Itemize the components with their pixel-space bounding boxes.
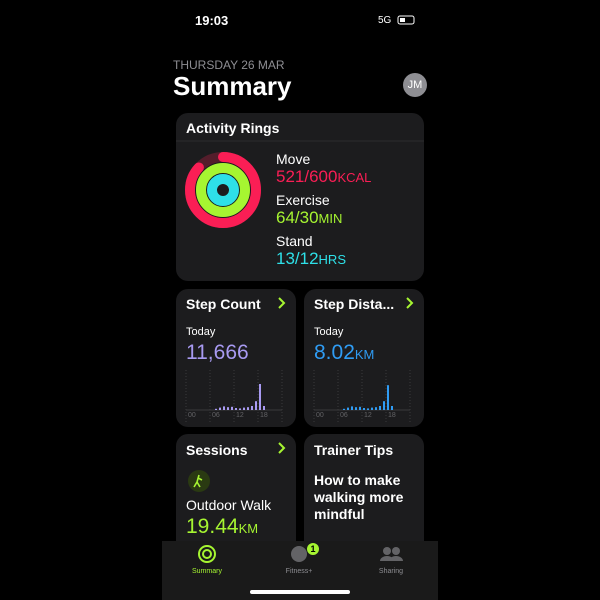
date: THURSDAY 26 MAR	[173, 58, 285, 72]
chevron[interactable]	[278, 297, 286, 309]
step-distance-card[interactable]	[304, 289, 424, 427]
x-tick-label: 18	[388, 412, 396, 419]
tab-label[interactable]: Summary	[192, 568, 222, 575]
metric-label: Stand	[276, 233, 313, 249]
unit: KCAL	[337, 170, 372, 185]
chart-bar	[215, 408, 217, 410]
chart-bar	[243, 407, 245, 410]
chart-bar	[343, 408, 345, 410]
chart-bar	[235, 408, 237, 410]
card-title: Trainer Tips	[314, 442, 394, 458]
value: 8.02	[314, 341, 355, 364]
card-title: Step Dista...	[314, 296, 395, 312]
tab-icon-fitness[interactable]	[291, 546, 307, 562]
value: 19.44	[186, 515, 239, 538]
chevron[interactable]	[406, 297, 414, 309]
battery-level	[400, 18, 405, 22]
chart-bar	[367, 408, 369, 410]
unit: MIN	[318, 211, 343, 226]
chart-bar	[247, 407, 249, 410]
walk-figure	[193, 474, 203, 488]
chevron[interactable]	[278, 442, 286, 454]
tab-label[interactable]: Sharing	[379, 568, 403, 575]
card-title: Sessions	[186, 442, 248, 458]
badge-count: 1	[310, 544, 315, 554]
ring	[196, 163, 250, 217]
chart-bar	[223, 406, 225, 410]
chart-bar	[363, 408, 365, 410]
ring	[185, 152, 261, 228]
chart-bar	[347, 407, 349, 410]
chart-bar	[387, 385, 389, 410]
avatar[interactable]: JM	[403, 73, 427, 97]
unit: HRS	[318, 252, 346, 267]
tab-icon-sharing[interactable]	[383, 547, 391, 555]
x-tick-label: 06	[212, 412, 220, 419]
chart-bar	[259, 384, 261, 410]
x-tick-label: 18	[260, 412, 268, 419]
chart-bar	[263, 406, 265, 410]
metric-label: Move	[276, 151, 311, 167]
chart-bar	[219, 407, 221, 410]
badge	[307, 543, 319, 555]
tip-text: How to make walking more mindful	[314, 472, 404, 522]
session-activity: Outdoor Walk	[186, 497, 272, 513]
x-tick-label: 12	[364, 412, 372, 419]
ring	[207, 174, 239, 206]
chart-bar	[391, 406, 393, 410]
value: 13/12	[276, 249, 319, 268]
chart-bar	[359, 406, 361, 410]
chart-bar	[239, 408, 241, 410]
card-title: Step Count	[186, 296, 261, 312]
x-tick-label: 06	[340, 412, 348, 419]
step-count-card[interactable]	[176, 289, 296, 427]
chart-bar	[251, 406, 253, 410]
tab-icon-summary[interactable]	[198, 545, 216, 563]
tab-icon-summary	[202, 549, 212, 559]
chart-bar	[231, 406, 233, 410]
period: Today	[186, 326, 216, 338]
step-count-value: 11,666	[186, 341, 249, 364]
tab-label[interactable]: Fitness+	[286, 568, 313, 575]
chart-bar	[351, 406, 353, 410]
unit: KM	[238, 521, 259, 536]
chart-bar	[227, 407, 229, 410]
period: Today	[314, 326, 344, 338]
walk-icon	[188, 470, 210, 492]
metric-value: 521/600KCAL	[276, 167, 371, 187]
metric-label: Exercise	[276, 192, 330, 208]
value: 64/30	[276, 208, 319, 227]
step-distance-value: 8.02KM	[314, 341, 374, 365]
metric-value: 64/30MIN	[276, 208, 342, 228]
metric-value: 13/12HRS	[276, 249, 346, 269]
x-tick-label: 12	[236, 412, 244, 419]
session-value: 19.44KM	[186, 515, 258, 539]
chart-bar	[371, 407, 373, 410]
x-tick-label: 00	[188, 412, 196, 419]
page-title: Summary	[173, 71, 292, 101]
unit: KM	[354, 347, 375, 362]
status-network: 5G	[378, 15, 392, 26]
chart-bar	[383, 401, 385, 410]
tab-icon-sharing	[392, 547, 400, 555]
battery	[397, 15, 415, 25]
card-title: Activity Rings	[186, 120, 280, 136]
chart-bar	[255, 401, 257, 410]
chart-bar	[355, 407, 357, 410]
value: 521/600	[276, 167, 338, 186]
tab-icon-sharing	[380, 556, 403, 561]
x-tick-label: 00	[316, 412, 324, 419]
chart-bar	[375, 407, 377, 410]
chart-bar	[379, 406, 381, 410]
status-time: 19:03	[195, 13, 229, 28]
home-indicator	[250, 590, 350, 594]
